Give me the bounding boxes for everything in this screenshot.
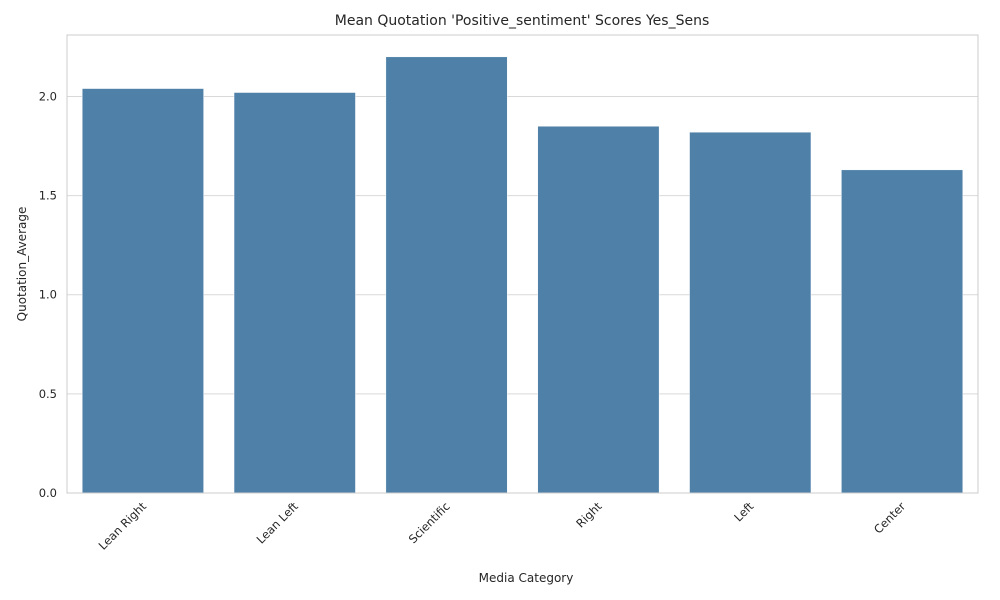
x-tick-labels: Lean Right Lean Left Scientific Right Left Ce…: [96, 499, 909, 553]
bar-lean-right: [81, 88, 204, 494]
x-tick-label: Lean Left: [254, 499, 302, 547]
bar-left: [689, 131, 812, 494]
x-tick-label: Scientific: [406, 499, 453, 546]
y-tick-label: 0.5: [39, 387, 57, 401]
bar-scientific: [385, 56, 508, 494]
bar-right: [537, 125, 660, 494]
y-tick-label: 2.0: [39, 89, 57, 103]
y-tick-label: 0.0: [39, 486, 57, 500]
bar-lean-left: [233, 92, 356, 494]
y-axis-label: Quotation_Average: [15, 207, 29, 322]
bars: [81, 56, 964, 494]
chart-title: Mean Quotation 'Positive_sentiment' Scor…: [335, 13, 710, 29]
x-axis-label: Media Category: [479, 571, 574, 585]
y-tick-label: 1.0: [39, 288, 57, 302]
x-tick-label: Left: [731, 499, 757, 525]
x-tick-label: Lean Right: [96, 499, 150, 553]
x-tick-label: Right: [573, 499, 605, 531]
y-tick-labels: 0.0 0.5 1.0 1.5 2.0: [39, 89, 57, 500]
plot-frame: [66, 34, 979, 494]
y-tick-label: 1.5: [39, 189, 57, 203]
x-tick-label: Center: [871, 499, 908, 536]
bar-center: [841, 169, 964, 494]
